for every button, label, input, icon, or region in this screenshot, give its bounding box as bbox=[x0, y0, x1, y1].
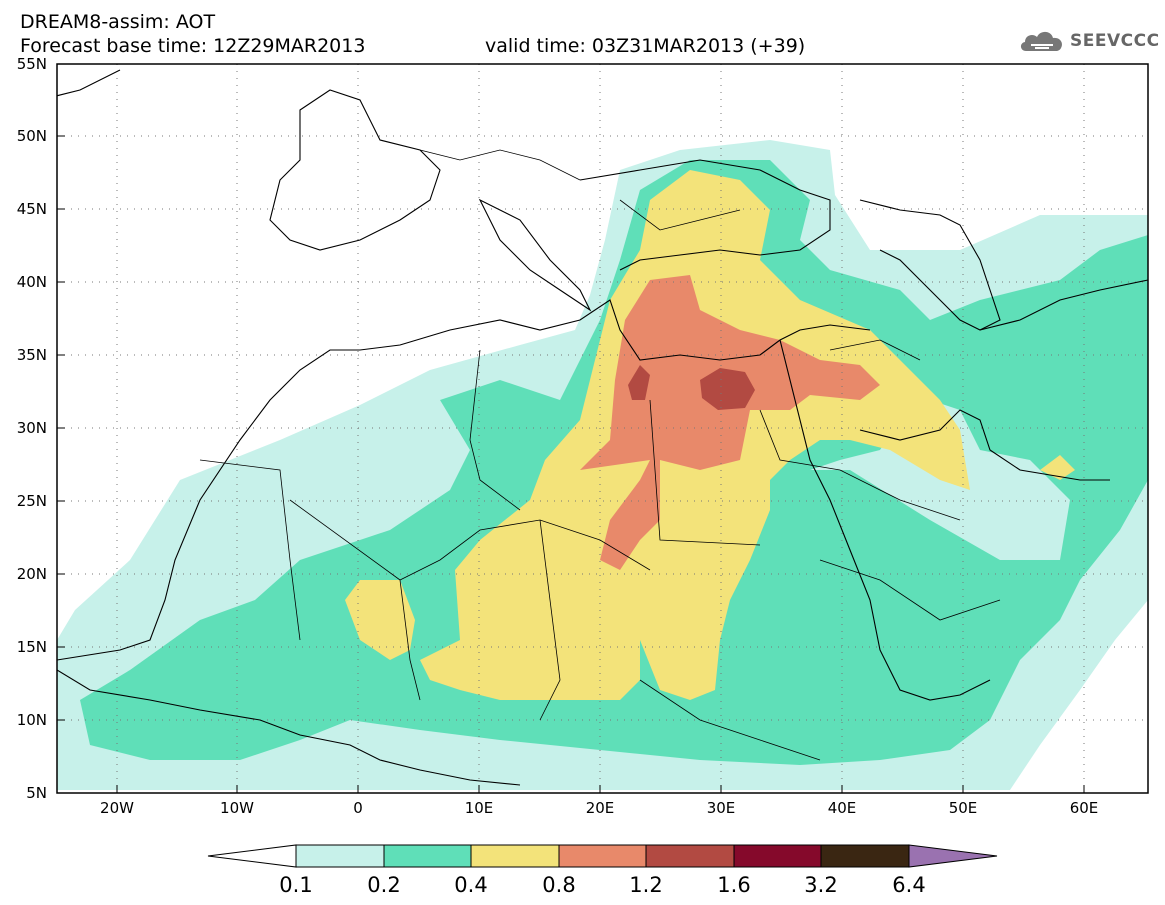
lat-label: 30N bbox=[17, 419, 47, 437]
lat-label: 15N bbox=[17, 638, 47, 656]
colorbar-segment bbox=[383, 844, 472, 868]
colorbar-segment bbox=[733, 844, 822, 868]
axis-ticks bbox=[57, 63, 1085, 793]
seevccc-logo: SEEVCCC bbox=[1018, 26, 1160, 56]
colorbar-segment bbox=[295, 844, 385, 868]
lat-label: 10N bbox=[17, 711, 47, 729]
lon-label: 60E bbox=[1070, 799, 1099, 817]
lat-label: 45N bbox=[17, 200, 47, 218]
colorbar-label: 0.1 bbox=[279, 873, 312, 897]
colorbar-segment bbox=[645, 844, 735, 868]
lon-label: 20W bbox=[100, 799, 134, 817]
colorbar-segment bbox=[470, 844, 560, 868]
colorbar-label: 3.2 bbox=[804, 873, 837, 897]
lon-label: 30E bbox=[707, 799, 736, 817]
lat-label: 55N bbox=[17, 55, 47, 73]
colorbar-label: 6.4 bbox=[892, 873, 925, 897]
colorbar-low-arrow bbox=[207, 844, 297, 868]
longitude-labels: 20W 10W 0 10E 20E 30E 40E 50E 60E bbox=[100, 799, 1098, 817]
lat-label: 35N bbox=[17, 346, 47, 364]
lon-label: 40E bbox=[828, 799, 857, 817]
borders bbox=[199, 149, 1001, 761]
logo-text: SEEVCCC bbox=[1070, 31, 1160, 51]
colorbar-label: 0.4 bbox=[454, 873, 487, 897]
lat-label: 20N bbox=[17, 565, 47, 583]
colorbar-high-arrow bbox=[908, 844, 998, 868]
colorbar-label: 0.2 bbox=[367, 873, 400, 897]
valid-time: valid time: 03Z31MAR2013 (+39) bbox=[485, 35, 806, 57]
coastlines bbox=[57, 69, 1148, 786]
lon-label: 50E bbox=[949, 799, 978, 817]
lon-label: 0 bbox=[353, 799, 363, 817]
lon-label: 10E bbox=[465, 799, 494, 817]
colorbar-label: 1.2 bbox=[629, 873, 662, 897]
cloud-logo-icon bbox=[1020, 31, 1063, 51]
colorbar-segment bbox=[558, 844, 647, 868]
gridlines bbox=[57, 64, 1148, 793]
lat-label: 5N bbox=[26, 784, 47, 802]
lat-label: 40N bbox=[17, 273, 47, 291]
forecast-base-time: Forecast base time: 12Z29MAR2013 bbox=[20, 35, 366, 57]
lon-label: 10W bbox=[220, 799, 254, 817]
lat-label: 50N bbox=[17, 127, 47, 145]
colorbar-segment bbox=[820, 844, 910, 868]
lat-label: 25N bbox=[17, 492, 47, 510]
colorbar: 0.1 0.2 0.4 0.8 1.2 1.6 3.2 6.4 bbox=[207, 844, 998, 897]
colorbar-label: 1.6 bbox=[717, 873, 750, 897]
map-title: DREAM8-assim: AOT bbox=[20, 11, 216, 33]
aot-band-1.2 bbox=[628, 365, 755, 410]
latitude-labels: 55N 50N 45N 40N 35N 30N 25N 20N 15N 10N … bbox=[17, 55, 47, 802]
aot-contours bbox=[57, 64, 1148, 793]
aot-band-0.8 bbox=[580, 275, 880, 570]
colorbar-label: 0.8 bbox=[542, 873, 575, 897]
lon-label: 20E bbox=[586, 799, 615, 817]
